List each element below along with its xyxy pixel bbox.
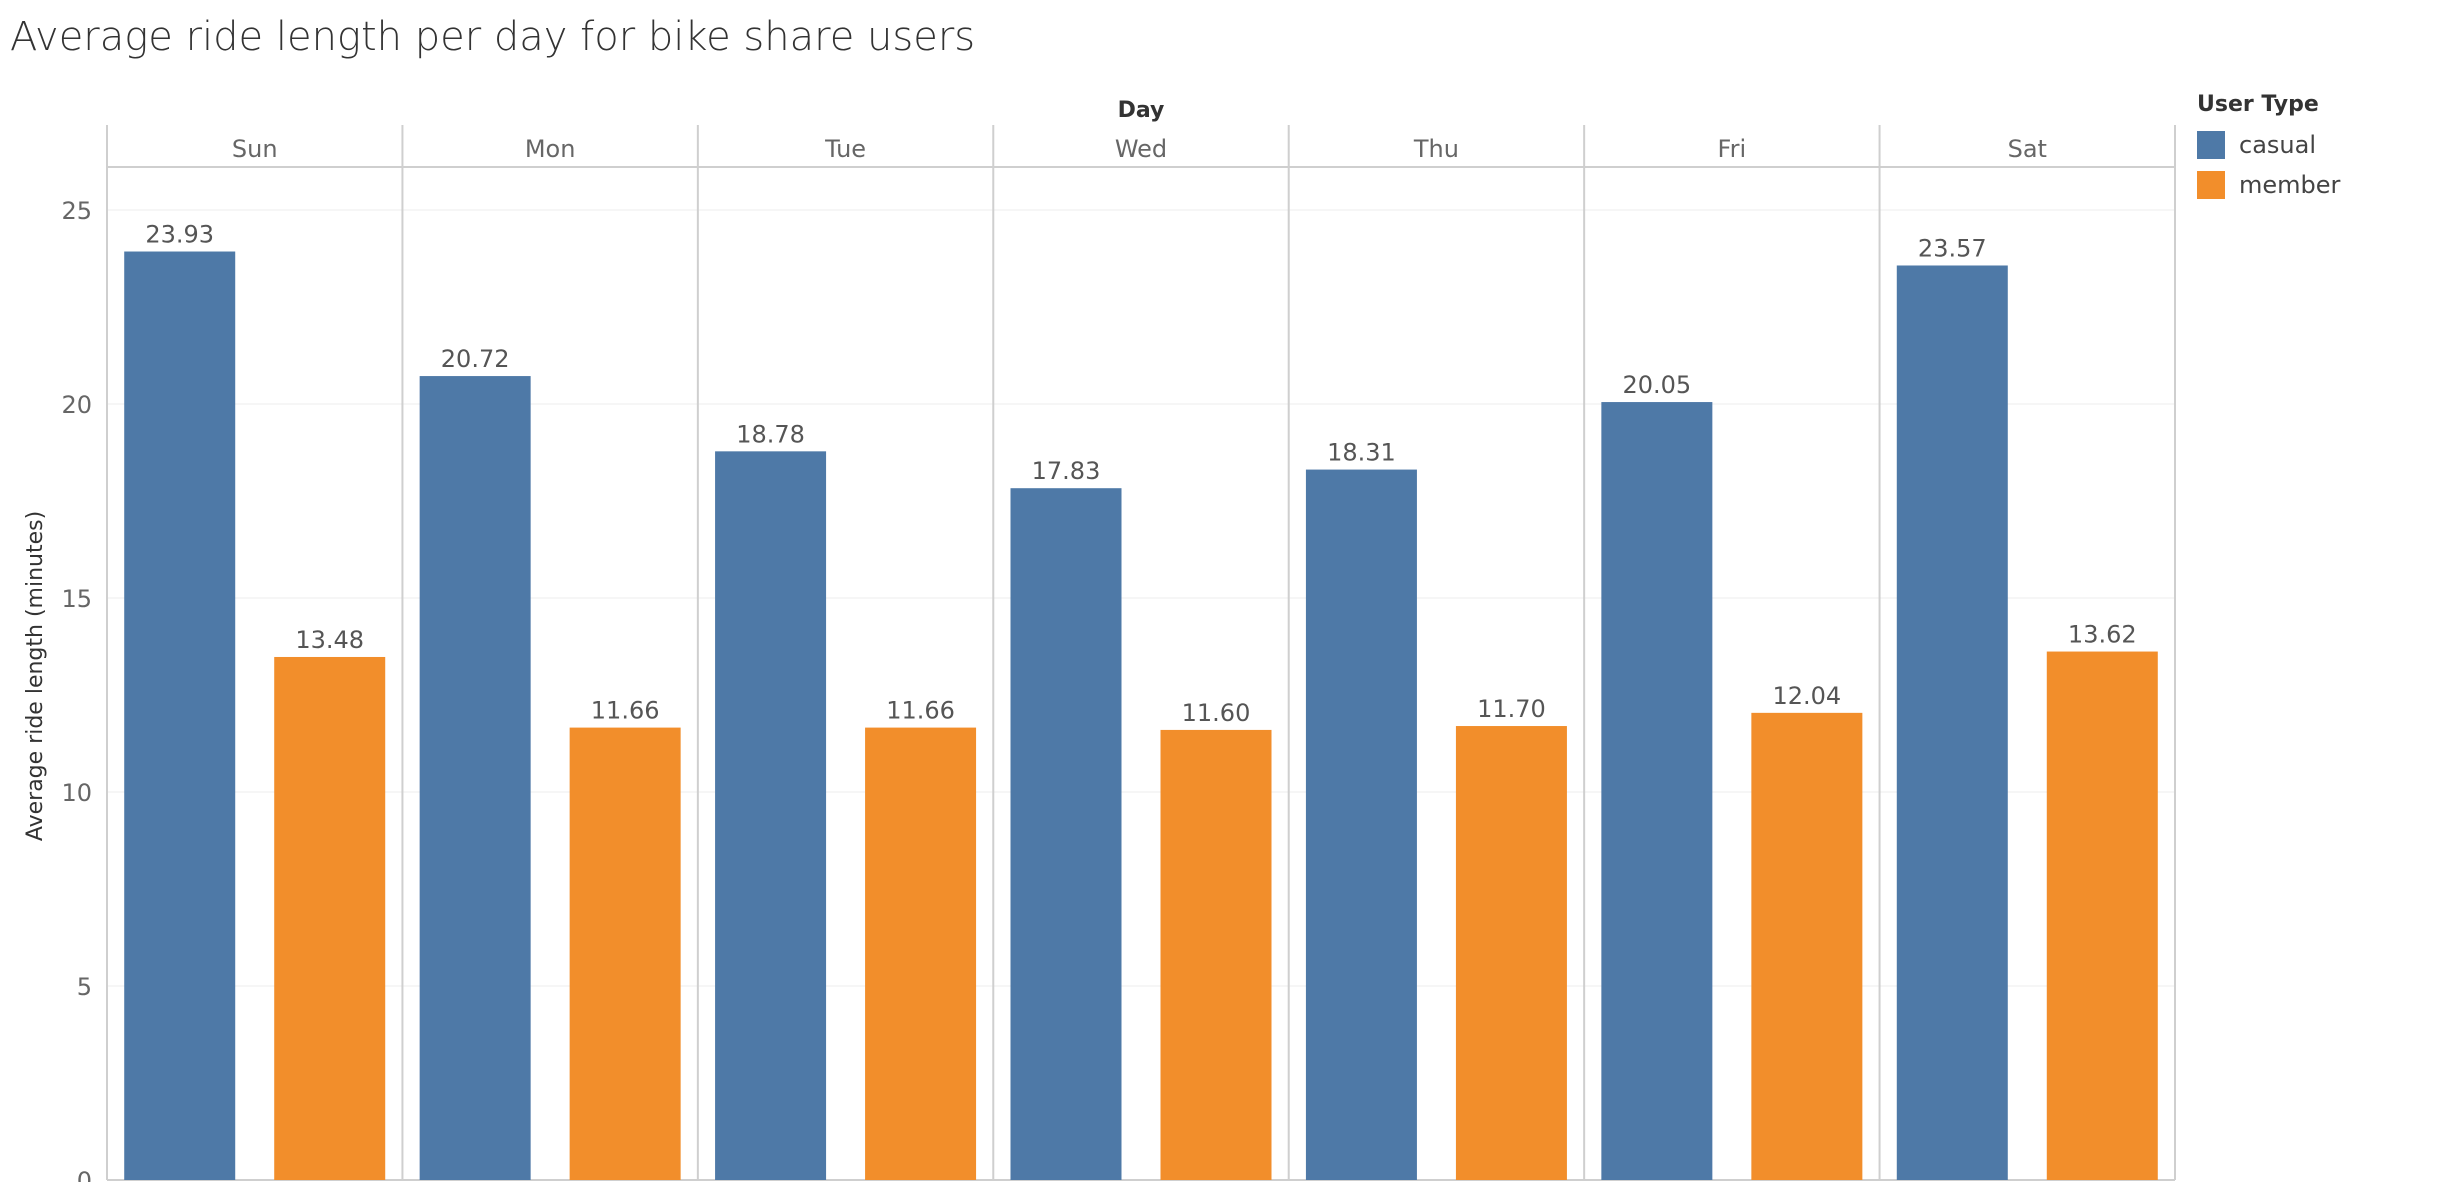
data-label: 13.62 [2068,621,2137,649]
data-label: 18.78 [736,420,805,448]
bars [124,251,2158,1181]
column-header: Day [1118,98,1165,123]
data-label: 20.72 [441,345,510,373]
bar-member[interactable] [865,727,977,1180]
legend-label-member: member [2239,171,2341,199]
y-tick-label: 0 [77,1167,92,1182]
data-label: 11.66 [886,697,955,725]
gridlines [107,209,2175,987]
day-panels: Sun Mon Tue Wed Thu Fri Sat [106,125,2176,1181]
legend-item-casual[interactable]: casual [2197,125,2340,165]
category-label: Wed [1115,135,1167,163]
bar-casual[interactable] [124,251,236,1181]
data-label: 20.05 [1622,371,1691,399]
category-label: Sun [232,135,278,163]
data-label: 11.70 [1477,695,1546,723]
y-tick-label: 20 [61,391,92,419]
category-label: Fri [1718,135,1747,163]
bar-casual[interactable] [1010,488,1122,1180]
bar-member[interactable] [1455,726,1567,1180]
bar-member[interactable] [1751,712,1863,1180]
data-label: 11.60 [1182,699,1251,727]
legend: User Type casual member [2197,92,2340,205]
bar-chart: Sun Mon Tue Wed Thu Fri Sat 23.93 13.48 20.72 11.… [23,98,2176,1182]
data-label: 17.83 [1032,457,1101,485]
data-label: 13.48 [295,626,364,654]
bar-member[interactable] [569,727,681,1180]
data-label: 23.93 [145,221,214,249]
data-label: 12.04 [1772,682,1841,710]
bar-member[interactable] [2046,651,2158,1180]
bar-casual[interactable] [715,451,827,1180]
bar-casual[interactable] [1305,469,1417,1180]
y-tick-label: 10 [61,779,92,807]
bar-labels: 23.93 13.48 20.72 11.66 18.78 11.66 17.83 11.60… [145,221,2136,727]
y-axis: 0 5 10 15 20 25 [61,197,92,1182]
bar-member[interactable] [274,656,386,1180]
data-label: 11.66 [591,697,660,725]
chart-title: Average ride length per day for bike sha… [10,14,976,60]
data-label: 23.57 [1918,234,1987,262]
category-label: Tue [824,135,866,163]
bar-casual[interactable] [1896,265,2008,1180]
y-tick-label: 15 [61,585,92,613]
legend-item-member[interactable]: member [2197,165,2340,205]
bar-casual[interactable] [419,376,531,1181]
category-label: Thu [1413,135,1459,163]
legend-label-casual: casual [2239,131,2316,159]
category-label: Sat [2008,135,2047,163]
legend-swatch-casual [2197,131,2225,159]
legend-title: User Type [2197,92,2319,117]
bar-member[interactable] [1160,729,1272,1180]
bar-casual[interactable] [1601,402,1713,1180]
category-label: Mon [525,135,576,163]
y-tick-label: 5 [77,973,92,1001]
data-label: 18.31 [1327,439,1396,467]
y-tick-label: 25 [61,197,92,225]
legend-swatch-member [2197,171,2225,199]
y-axis-label: Average ride length (minutes) [23,511,48,841]
